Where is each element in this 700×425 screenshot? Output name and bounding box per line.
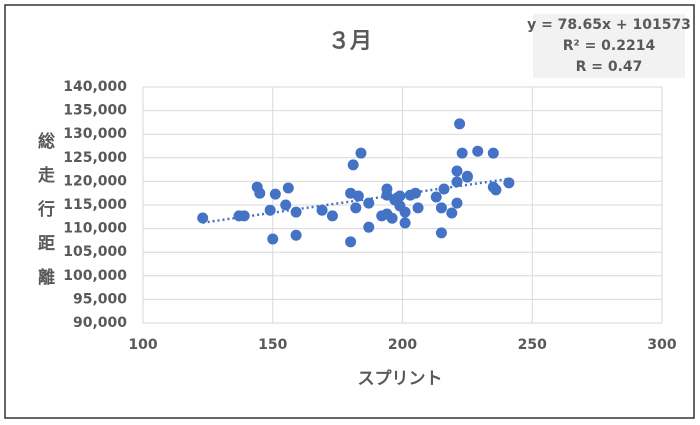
y-tick-label: 120,000 [63,173,127,189]
scatter-point [267,233,279,245]
scatter-point [381,183,393,195]
scatter-point [399,206,411,218]
y-tick-label: 130,000 [63,126,127,142]
scatter-point [280,199,292,211]
x-tick-label: 100 [128,337,157,353]
scatter-point [345,236,357,248]
y-tick-label: 110,000 [63,221,127,237]
scatter-point [347,159,359,171]
x-axis-title: スプリント [358,368,443,389]
scatter-point [451,197,463,209]
x-tick-label: 300 [647,337,676,353]
scatter-point [438,183,450,195]
annotation-box [533,14,685,78]
scatter-point [430,191,442,203]
scatter-point [451,176,463,188]
y-axis-title: 総走行距離 [34,131,56,302]
y-tick-label: 115,000 [63,197,127,213]
scatter-point [254,187,266,199]
scatter-point [238,210,250,222]
scatter-point [350,202,362,214]
scatter-point [290,206,302,218]
scatter-point [269,188,281,200]
r-value: R = 0.47 [576,59,643,75]
scatter-point [363,221,375,233]
scatter-point [282,182,294,194]
scatter-point [490,184,502,196]
x-tick-label: 150 [258,337,287,353]
y-tick-label: 95,000 [73,291,127,307]
chart-title: ３月 [328,29,372,54]
y-tick-label: 100,000 [63,268,127,284]
scatter-point [409,187,421,199]
scatter-point [446,207,458,219]
y-tick-label: 125,000 [63,150,127,166]
scatter-point [487,147,499,159]
y-tick-label: 140,000 [63,79,127,95]
y-tick-label: 135,000 [63,103,127,119]
scatter-point [326,210,338,222]
trend-equation: y = 78.65x + 101573 [527,17,691,33]
scatter-point [316,204,328,216]
scatter-point [412,202,424,214]
scatter-point [454,118,466,130]
trendline [202,177,510,224]
scatter-point [386,212,398,224]
y-tick-label: 105,000 [63,244,127,260]
scatter-point [363,197,375,209]
scatter-point [197,212,209,224]
scatter-point [472,145,484,157]
scatter-point [435,202,447,214]
scatter-point [456,147,468,159]
y-tick-label: 90,000 [73,315,127,331]
scatter-point [394,190,406,202]
x-tick-label: 200 [388,337,417,353]
scatter-point [451,165,463,177]
scatter-point [435,227,447,239]
scatter-point [264,204,276,216]
r-squared: R² = 0.2214 [563,38,656,54]
x-tick-label: 250 [518,337,547,353]
scatter-point [290,229,302,241]
scatter-point [352,190,364,202]
scatter-point [503,177,515,189]
scatter-point [399,217,411,229]
scatter-point [461,170,473,182]
scatter-point [355,147,367,159]
